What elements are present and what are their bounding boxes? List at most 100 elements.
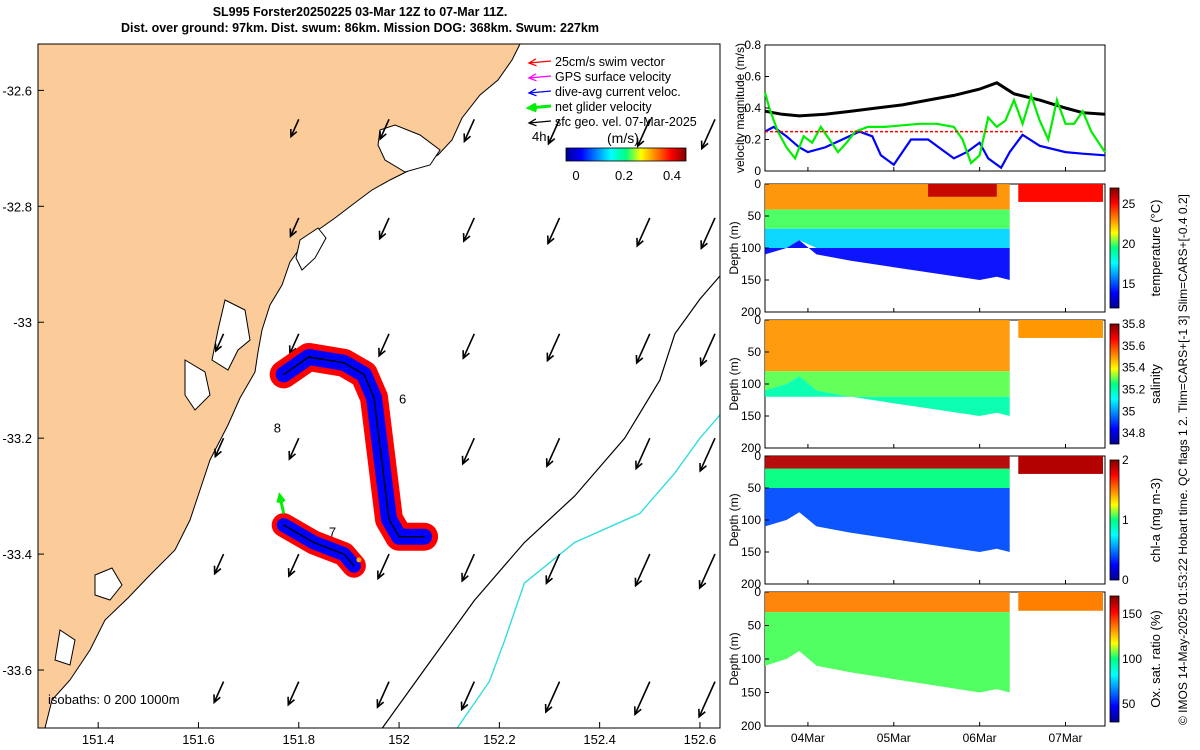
chart-title-line1: SL995 Forster20250225 03-Mar 12Z to 07-M…: [212, 5, 508, 19]
geo-velocity-arrow: [463, 217, 476, 242]
legend-swatch: [528, 90, 552, 94]
section-data-layer: [765, 376, 1010, 416]
section-y-tick-label: 200: [741, 305, 761, 319]
geo-velocity-arrow-head: [700, 140, 709, 151]
geo-velocity-arrow-head: [214, 343, 223, 353]
geo-velocity-arrow-head: [287, 568, 296, 578]
velocity-y-label: velocity magnitude (m/s): [733, 43, 747, 173]
geo-velocity-arrow: [634, 553, 651, 587]
colorbar-tick-label: 150: [1122, 607, 1142, 621]
coastline-land: [38, 44, 521, 728]
geo-velocity-arrow-head: [636, 138, 645, 148]
geo-velocity-arrow: [701, 119, 716, 149]
geo-velocity-arrow: [699, 437, 716, 472]
geo-velocity-arrow-head: [544, 703, 553, 714]
section-y-tick-label: 200: [741, 577, 761, 591]
geo-velocity-arrow: [698, 681, 716, 718]
section-y-tick-label: 100: [741, 652, 761, 666]
section-y-label: Depth (m): [727, 357, 741, 410]
lake: [211, 299, 251, 371]
section-y-tick-label: 100: [741, 513, 761, 527]
track-day-label: 7: [329, 525, 336, 540]
colorbar-tick-label: 35.4: [1122, 361, 1146, 375]
colorbar-tick-label: 35.8: [1122, 317, 1146, 331]
geo-velocity-arrow: [461, 553, 476, 582]
section-data-layer: [765, 240, 1010, 280]
credit-text: © IMOS 14-May-2025 01:53:22 Hobart time.…: [1176, 194, 1190, 725]
map-y-tick-label: -33.2: [2, 431, 32, 446]
velocity-series-line: [763, 91, 1106, 166]
geo-velocity-arrow: [462, 333, 476, 359]
colorbar-label: chl-a (mg m-3): [1148, 478, 1163, 563]
net-velocity-arrow-head: [276, 492, 286, 504]
geo-velocity-arrow-head: [547, 135, 556, 146]
colorbar-tick-label: 0.2: [615, 168, 633, 183]
geo-velocity-arrow: [700, 333, 716, 366]
map-y-tick-label: -33.4: [2, 547, 32, 562]
velocity-colorbar: [565, 147, 687, 162]
map-x-tick-label: 151.8: [282, 732, 315, 747]
section-data-layer: [765, 320, 1010, 372]
geo-velocity-arrow-head: [699, 462, 707, 473]
geo-velocity-arrow: [288, 553, 300, 577]
geo-velocity-arrow-head: [461, 455, 470, 466]
glider-track: [283, 356, 425, 538]
geo-velocity-arrow-head: [214, 448, 222, 459]
section-data-layer: [765, 456, 1010, 469]
geo-velocity-arrow: [637, 119, 651, 147]
legend-swatch: [528, 60, 552, 64]
section-data-layer: [928, 184, 997, 197]
geo-velocity-arrow: [545, 681, 561, 713]
section-y-tick-label: 100: [741, 241, 761, 255]
map-y-tick-label: -32.8: [2, 199, 32, 214]
colorbar-label: temperature (°C): [1148, 200, 1163, 297]
geo-velocity-arrow-head: [700, 240, 708, 250]
section-y-tick-label: 200: [741, 441, 761, 455]
section-colorbar: [1109, 187, 1120, 309]
geo-velocity-arrow-head: [634, 577, 643, 588]
map-x-tick-label: 152: [388, 732, 410, 747]
section-y-tick-label: 100: [741, 377, 761, 391]
geo-velocity-arrow: [214, 437, 225, 457]
section-colorbar: [1109, 459, 1120, 581]
section-data-layer: [765, 209, 1010, 229]
section-data-segment: [1018, 184, 1103, 202]
geo-velocity-arrow: [547, 119, 561, 145]
section-panel-1: 0 50 100 150 200 Depth (m) 34.8 35 35.2 35.4 35.6 3…: [727, 313, 1163, 455]
map-x-tick-label: 151.4: [82, 732, 115, 747]
geo-velocity-arrow: [546, 333, 561, 361]
velocity-y-tick-label: 0.4: [744, 101, 761, 115]
colorbar-tick-label: 0: [1122, 573, 1129, 587]
legend-label: sfc geo. vel. 07-Mar-2025: [555, 115, 697, 129]
map-y-tick-label: -32.6: [2, 83, 32, 98]
section-data-segment: [1018, 320, 1103, 338]
map-y-tick-label: -33.6: [2, 663, 32, 678]
legend-swatch-head: [527, 118, 537, 127]
geo-velocity-arrow-head: [698, 708, 706, 719]
geo-velocity-arrow-head: [545, 458, 554, 468]
track-day-label: 8: [274, 420, 281, 435]
geo-velocity-arrow: [545, 553, 561, 584]
geo-velocity-arrow: [377, 553, 390, 579]
colorbar-tick-label: 2: [1122, 453, 1129, 467]
velocity-y-tick-label: 0.2: [744, 133, 761, 147]
section-y-tick-label: 150: [741, 545, 761, 559]
colorbar-tick-label: 1: [1122, 513, 1129, 527]
geo-velocity-arrow: [634, 681, 651, 715]
geo-velocity-arrow: [288, 437, 300, 460]
geo-velocity-arrow: [698, 553, 716, 589]
geo-velocity-arrow: [460, 681, 476, 710]
section-y-tick-label: 0: [754, 177, 761, 191]
geo-velocity-arrow: [462, 437, 476, 465]
section-y-tick-label: 150: [741, 686, 761, 700]
section-panel-2: 0 50 100 150 200 Depth (m) 0 1 2 chl-a (mg m-3): [727, 449, 1163, 591]
geo-velocity-arrow-head: [699, 357, 708, 368]
lake: [377, 124, 441, 173]
date-tick-label: 06Mar: [963, 731, 997, 745]
map-panel: 8 7 6 151.4 151.6 151.8 152 152.2 152.4 152.6 -32…: [2, 43, 721, 747]
colorbar-tick-label: 34.8: [1122, 426, 1146, 440]
colorbar-label: Ox. sat. ratio (%): [1148, 610, 1163, 708]
geo-velocity-arrow-head: [635, 354, 644, 365]
